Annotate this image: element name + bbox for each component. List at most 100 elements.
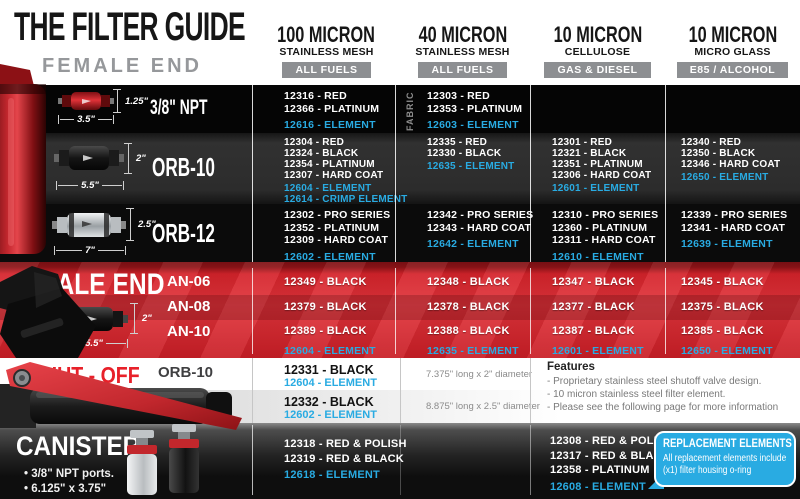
part-number: 12379 - BLACK (284, 301, 367, 313)
part-number: 12385 - BLACK (681, 325, 764, 337)
column-header-10-micron-microglass: 10 MICRON MICRO GLASS E85 / ALCOHOL (665, 24, 800, 78)
column-media: STAINLESS MESH (415, 46, 510, 58)
part-number: 12375 - BLACK (681, 301, 764, 313)
column-micron: 10 MICRON (688, 22, 777, 47)
dimension-width-label: 3.5" (77, 114, 95, 125)
column-header-10-micron-cellulose: 10 MICRON CELLULOSE GAS & DIESEL (530, 24, 665, 78)
page-title: THE FILTER GUIDE (14, 5, 364, 50)
dimension-width-label: 5.5" (85, 338, 103, 349)
row-label-an10: AN-10 (167, 323, 211, 340)
row-label-an08: AN-08 (167, 298, 211, 315)
column-header-40-micron: 40 MICRON STAINLESS MESH ALL FUELS (395, 24, 530, 78)
part-numbers: 12303 - RED 12353 - PLATINUM (427, 90, 523, 115)
cell-orb12-cellulose: 12310 - PRO SERIES 12360 - PLATINUM 12311 … (552, 209, 658, 263)
column-divider (395, 85, 396, 262)
part-number: 12348 - BLACK (427, 276, 510, 288)
shutoff-valve-photo (0, 362, 242, 430)
part-numbers: 12310 - PRO SERIES 12360 - PLATINUM 12311 … (552, 209, 659, 246)
part-numbers: 12304 - RED 12324 - BLACK 12354 - PLATINUM… (284, 137, 384, 181)
element-number: 12602 - ELEMENT (284, 409, 377, 421)
orb10-filter-thumbnail (54, 146, 124, 170)
element-numbers: 12618 - ELEMENT (284, 469, 380, 481)
red-filter-photo (0, 64, 46, 254)
element-numbers: 12642 - ELEMENT (427, 238, 519, 250)
row-label-orb10: ORB-10 (158, 364, 214, 381)
column-divider (400, 425, 401, 495)
column-divider (400, 358, 401, 423)
features-title: Features (547, 361, 595, 373)
part-number: 12389 - BLACK (284, 325, 367, 337)
element-numbers: 12650 - ELEMENT (681, 172, 769, 183)
size-note: 8.875" long x 2.5" diameter (426, 401, 540, 412)
column-divider (665, 85, 666, 262)
element-numbers: 12608 - ELEMENT (550, 480, 646, 493)
part-numbers: 12335 - RED 12330 - BLACK (427, 137, 502, 159)
column-media: CELLULOSE (564, 46, 631, 58)
npt-filter-thumbnail (58, 92, 114, 110)
part-number: 12378 - BLACK (427, 301, 510, 313)
dimension-height: 2" (124, 143, 148, 174)
part-number: 12377 - BLACK (552, 301, 635, 313)
part-number: 12347 - BLACK (552, 276, 635, 288)
cell-canister-100micron: 12318 - RED & POLISH 12319 - RED & BLACK … (284, 437, 407, 481)
part-numbers: 12342 - PRO SERIES 12343 - HARD COAT (427, 209, 534, 234)
dimension-height-label: 2" (136, 153, 146, 164)
dimension-height-label: 2" (142, 313, 152, 324)
cell-orb10-microglass: 12340 - RED 12350 - BLACK 12346 - HARD COA… (681, 137, 780, 183)
column-divider (530, 358, 531, 423)
canister-filters-photo (127, 424, 199, 495)
cell-orb10-40micron: 12335 - RED 12330 - BLACK 12635 - ELEMENT (427, 137, 514, 172)
cell-orb10-100micron: 12304 - RED 12324 - BLACK 12354 - PLATINUM… (284, 137, 408, 205)
element-numbers: 12601 - ELEMENT (552, 183, 640, 194)
size-note: 7.375" long x 2" diameter (426, 369, 533, 380)
dimension-height: 1.25" (113, 89, 150, 113)
an08-row-stripe (0, 295, 800, 320)
cell-orb12-microglass: 12339 - PRO SERIES 12341 - HARD COAT 1263… (681, 209, 787, 250)
cell-orb12-100micron: 12302 - PRO SERIES 12352 - PLATINUM 12309 … (284, 209, 390, 263)
element-numbers: 12635 - ELEMENT (427, 161, 515, 172)
page-title-text: THE FILTER GUIDE (14, 5, 246, 49)
red-sheen (0, 262, 800, 358)
dimension-height-label: 2.5" (138, 219, 156, 230)
fuel-badge: ALL FUELS (418, 62, 507, 78)
fuel-badge: GAS & DIESEL (544, 62, 651, 78)
column-header-100-micron: 100 MICRON STAINLESS MESH ALL FUELS (258, 24, 395, 78)
part-number: 12331 - BLACK (284, 363, 374, 377)
part-numbers: 12302 - PRO SERIES 12352 - PLATINUM 12309 … (284, 209, 391, 246)
fuel-badge: E85 / ALCOHOL (676, 62, 789, 78)
part-number: 12349 - BLACK (284, 276, 367, 288)
element-numbers: 12616 - ELEMENT (284, 119, 376, 131)
column-divider (252, 85, 253, 262)
column-micron: 100 MICRON (277, 22, 376, 47)
part-numbers: 12339 - PRO SERIES 12341 - HARD COAT (681, 209, 788, 234)
column-divider (252, 358, 253, 423)
element-numbers: 12639 - ELEMENT (681, 238, 773, 250)
canister-specs: • 3/8" NPT ports. • 6.125" x 3.75" (24, 468, 114, 495)
callout-title: REPLACEMENT ELEMENTS (663, 438, 792, 450)
part-numbers: 12340 - RED 12350 - BLACK 12346 - HARD COA… (681, 137, 781, 170)
row-npt: 1.25" 3.5" 3/8" NPT 12316 - RED 12366 - P… (0, 85, 800, 133)
dimension-width-label: 7" (85, 245, 95, 256)
column-divider (530, 268, 531, 354)
cell-canister-cellulose: 12308 - RED & POLISH 12317 - RED & BLACK 1… (550, 434, 673, 493)
replacement-elements-callout: REPLACEMENT ELEMENTS All replacement ele… (654, 431, 796, 487)
element-numbers: 12603 - ELEMENT (427, 119, 519, 131)
column-divider (530, 425, 531, 495)
column-micron: 10 MICRON (553, 22, 642, 47)
male-end-section: MALE END 2" 5.5" AN-06 AN-08 AN-10 12349… (0, 262, 800, 358)
features-list: - Proprietary stainless steel shutoff va… (547, 376, 779, 413)
callout-content: REPLACEMENT ELEMENTS All replacement ele… (663, 438, 792, 476)
element-number: 12601 - ELEMENT (552, 345, 644, 357)
orb12-filter-thumbnail (52, 213, 126, 237)
callout-text: All replacement elements include (x1) fi… (663, 453, 787, 476)
element-number: 12604 - ELEMENT (284, 377, 377, 389)
column-media: MICRO GLASS (694, 46, 771, 58)
cell-orb12-40micron: 12342 - PRO SERIES 12343 - HARD COAT 1264… (427, 209, 533, 250)
fabric-note: FABRIC (405, 91, 415, 132)
row-label-orb12: ORB-12 (152, 218, 215, 248)
dimension-width: 7" (54, 245, 127, 256)
dimension-height: 2.5" (126, 208, 158, 241)
part-numbers: 12308 - RED & POLISH 12317 - RED & BLACK 1… (550, 435, 673, 476)
row-orb10: 2" 5.5" ORB-10 12304 - RED 12324 - BLACK 1… (0, 133, 800, 205)
